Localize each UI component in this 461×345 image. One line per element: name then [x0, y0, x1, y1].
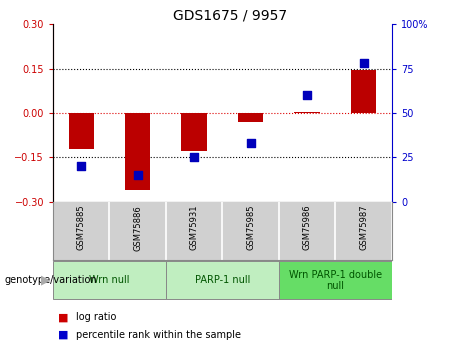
Text: GSM75886: GSM75886 [133, 205, 142, 250]
Text: ■: ■ [58, 313, 68, 322]
Bar [351, 70, 376, 113]
Point [77, 164, 85, 169]
Text: GSM75986: GSM75986 [302, 205, 312, 250]
Text: Wrn null: Wrn null [89, 275, 130, 285]
Text: genotype/variation: genotype/variation [5, 275, 97, 285]
Text: ■: ■ [58, 330, 68, 339]
Text: GDS1675 / 9957: GDS1675 / 9957 [173, 9, 288, 23]
Text: percentile rank within the sample: percentile rank within the sample [76, 330, 241, 339]
Bar [238, 113, 263, 122]
Text: log ratio: log ratio [76, 313, 117, 322]
Bar [53, 261, 166, 299]
Point [247, 140, 254, 146]
Bar [182, 113, 207, 151]
Point [303, 92, 311, 98]
Point [360, 60, 367, 66]
Text: GSM75931: GSM75931 [189, 205, 199, 250]
Text: Wrn PARP-1 double
null: Wrn PARP-1 double null [289, 269, 382, 291]
Text: GSM75885: GSM75885 [77, 205, 86, 250]
Bar [279, 261, 392, 299]
Bar [295, 111, 320, 113]
Point [190, 155, 198, 160]
Bar [166, 261, 279, 299]
Text: ▶: ▶ [41, 274, 51, 287]
Text: GSM75987: GSM75987 [359, 205, 368, 250]
Bar [69, 113, 94, 148]
Text: PARP-1 null: PARP-1 null [195, 275, 250, 285]
Point [134, 172, 142, 178]
Bar [125, 113, 150, 190]
Text: GSM75985: GSM75985 [246, 205, 255, 250]
